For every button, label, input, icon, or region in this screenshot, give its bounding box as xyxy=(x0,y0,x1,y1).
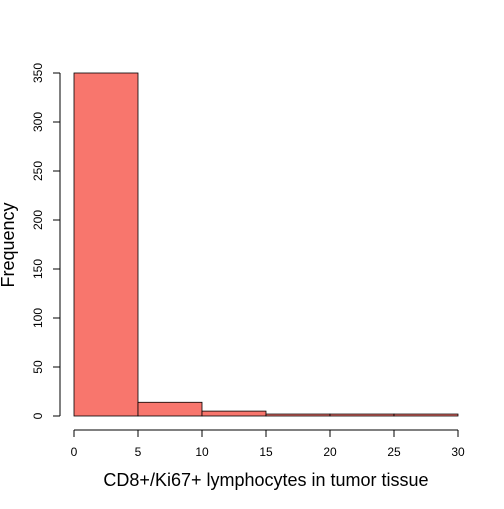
histogram-bar xyxy=(201,410,267,417)
y-axis-label: Frequency xyxy=(0,202,18,287)
y-tick-label: 50 xyxy=(31,360,45,374)
x-tick-label: 20 xyxy=(323,445,337,459)
bars-layer xyxy=(73,72,459,417)
x-axis-label: CD8+/Ki67+ lymphocytes in tumor tissue xyxy=(103,470,428,490)
histogram-bar xyxy=(137,401,203,417)
histogram-bar xyxy=(393,413,459,417)
y-tick-label: 100 xyxy=(31,308,45,328)
y-tick-label: 350 xyxy=(31,63,45,83)
y-tick-label: 250 xyxy=(31,161,45,181)
x-tick-label: 0 xyxy=(71,445,78,459)
y-tick-label: 200 xyxy=(31,210,45,230)
x-tick-label: 25 xyxy=(387,445,401,459)
histogram-bar xyxy=(329,413,395,417)
x-tick-label: 15 xyxy=(259,445,273,459)
x-axis: 0 5 10 15 20 25 30 xyxy=(71,429,465,459)
x-tick-label: 5 xyxy=(135,445,142,459)
histogram-bar xyxy=(73,72,139,417)
y-tick-label: 0 xyxy=(31,412,45,419)
x-tick-label: 10 xyxy=(195,445,209,459)
x-tick-label: 30 xyxy=(451,445,465,459)
y-axis: 0 50 100 150 200 250 300 350 xyxy=(31,63,61,419)
y-tick-label: 300 xyxy=(31,112,45,132)
y-tick-label: 150 xyxy=(31,259,45,279)
histogram-bar xyxy=(265,413,331,417)
